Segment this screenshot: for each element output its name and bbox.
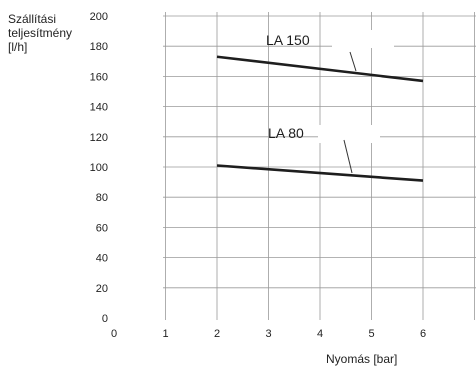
- x-tick-label: 3: [265, 328, 271, 340]
- label-leader-line: [343, 139, 353, 174]
- series-line: [216, 164, 424, 182]
- x-tick-label: 0: [111, 328, 117, 340]
- series-label: LA 80: [268, 125, 304, 141]
- label-backdrop: [332, 30, 394, 48]
- y-axis-label-line-3: [l/h]: [8, 40, 28, 54]
- y-tick-label: 20: [96, 283, 108, 295]
- y-tick-label: 0: [102, 313, 108, 325]
- series-label: LA 150: [266, 32, 310, 48]
- label-leader-line: [349, 51, 357, 72]
- y-tick-label: 120: [90, 132, 108, 144]
- y-axis-label-line-2: teljesítmény: [8, 26, 73, 40]
- tick-labels: 0 20 40 60 80 100 120 140 160 180 200 0 1 2 3 4 5 6: [90, 11, 426, 340]
- y-tick-label: 40: [96, 253, 108, 265]
- series-lines: LA 150 LA 80: [216, 30, 424, 182]
- grid: [163, 12, 476, 320]
- y-tick-label: 180: [90, 41, 108, 53]
- x-axis-label: Nyomás [bar]: [326, 352, 398, 366]
- y-tick-label: 80: [96, 192, 108, 204]
- series-line: [216, 55, 424, 83]
- y-tick-label: 200: [90, 11, 108, 23]
- x-tick-label: 5: [368, 328, 374, 340]
- y-axis-label-line-1: Szállítási: [8, 12, 57, 26]
- y-tick-label: 140: [90, 102, 108, 114]
- y-tick-label: 60: [96, 222, 108, 234]
- x-tick-label: 6: [420, 328, 426, 340]
- x-tick-label: 4: [317, 328, 323, 340]
- x-tick-label: 1: [162, 328, 168, 340]
- x-tick-label: 2: [214, 328, 220, 340]
- label-backdrop: [318, 125, 380, 143]
- y-tick-label: 160: [90, 71, 108, 83]
- y-tick-label: 100: [90, 162, 108, 174]
